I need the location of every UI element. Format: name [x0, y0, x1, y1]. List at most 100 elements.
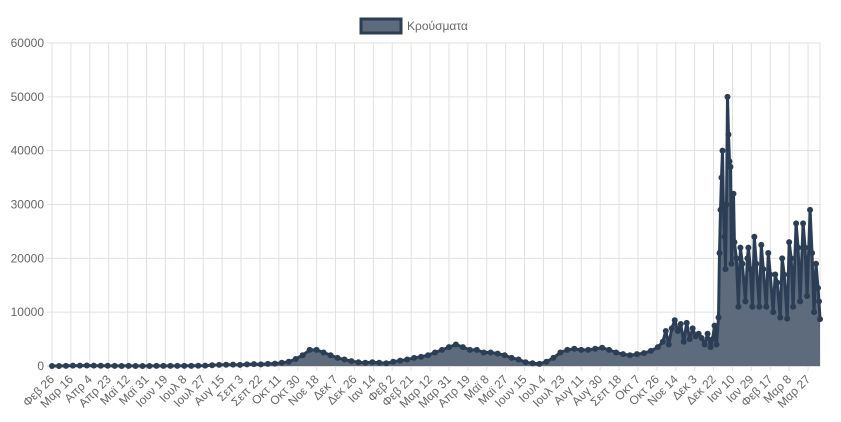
data-point: [802, 244, 809, 251]
legend-swatch: [359, 17, 403, 35]
data-point: [487, 349, 494, 356]
data-point: [719, 147, 726, 154]
data-point: [721, 233, 728, 240]
data-point: [320, 349, 327, 356]
data-point: [341, 356, 348, 363]
data-point: [452, 341, 459, 348]
data-point: [723, 201, 730, 208]
legend[interactable]: Κρούσματα: [359, 17, 468, 35]
data-point: [76, 362, 83, 369]
data-point: [749, 303, 756, 310]
data-point: [327, 352, 334, 359]
data-point: [146, 362, 153, 369]
data-point: [765, 249, 772, 256]
data-point: [571, 345, 578, 352]
data-point: [223, 361, 230, 368]
data-point: [202, 362, 209, 369]
data-point: [817, 316, 823, 323]
data-point: [181, 362, 188, 369]
data-point: [772, 271, 779, 278]
data-point: [125, 362, 132, 369]
series-area: [52, 96, 820, 367]
series-line: [52, 95, 822, 368]
data-point: [781, 271, 788, 278]
data-point: [216, 361, 223, 368]
data-point: [722, 266, 729, 273]
data-point: [671, 317, 678, 324]
data-point: [62, 362, 69, 369]
data-point: [813, 260, 820, 267]
data-point: [744, 255, 751, 262]
data-point: [369, 359, 376, 366]
data-point: [647, 347, 654, 354]
data-point: [425, 352, 432, 359]
data-point: [404, 356, 411, 363]
data-point: [779, 255, 786, 262]
data-point: [438, 346, 445, 353]
data-point: [90, 362, 97, 369]
data-point: [633, 351, 640, 358]
data-point: [153, 362, 160, 369]
data-point: [716, 249, 723, 256]
data-point: [704, 330, 711, 337]
data-point: [522, 359, 529, 366]
series-cases: [49, 93, 823, 369]
data-point: [278, 359, 285, 366]
y-tick-label: 50000: [11, 90, 45, 104]
data-point: [195, 362, 202, 369]
data-point: [804, 293, 811, 300]
data-point: [592, 345, 599, 352]
data-point: [707, 344, 714, 351]
data-point: [599, 344, 606, 351]
data-point: [729, 223, 736, 230]
data-point: [733, 255, 740, 262]
y-tick-label: 0: [37, 359, 44, 373]
data-point: [718, 174, 725, 181]
data-point: [83, 362, 90, 369]
data-point: [585, 346, 592, 353]
data-point: [508, 354, 515, 361]
data-point: [69, 362, 76, 369]
data-point: [784, 315, 791, 322]
data-point: [480, 349, 487, 356]
data-point: [390, 358, 397, 365]
data-point: [793, 220, 800, 227]
data-point: [299, 352, 306, 359]
legend-label: Κρούσματα: [407, 19, 468, 33]
data-point: [132, 362, 139, 369]
data-point: [713, 341, 720, 348]
data-point: [355, 359, 362, 366]
data-point: [473, 346, 480, 353]
data-point: [726, 158, 733, 165]
data-point: [725, 131, 732, 138]
data-point: [271, 360, 278, 367]
data-point: [735, 303, 742, 310]
data-point: [167, 362, 174, 369]
data-point: [257, 361, 264, 368]
data-point: [724, 93, 731, 100]
data-point: [209, 362, 216, 369]
data-point: [677, 321, 684, 328]
data-point: [494, 350, 501, 357]
data-point: [689, 325, 696, 332]
data-point: [800, 220, 807, 227]
data-point: [760, 266, 767, 273]
data-point: [745, 244, 752, 251]
y-tick-label: 30000: [11, 198, 45, 212]
data-point: [104, 362, 111, 369]
data-point: [742, 298, 749, 305]
data-point: [139, 362, 146, 369]
data-point: [659, 338, 666, 345]
data-point: [758, 241, 765, 248]
data-point: [720, 206, 727, 213]
data-point: [701, 341, 708, 348]
data-point: [770, 309, 777, 316]
data-point: [557, 349, 564, 356]
data-point: [536, 360, 543, 367]
data-point: [767, 271, 774, 278]
data-point: [397, 357, 404, 364]
data-point: [662, 328, 669, 335]
data-point: [674, 328, 681, 335]
data-point: [411, 354, 418, 361]
